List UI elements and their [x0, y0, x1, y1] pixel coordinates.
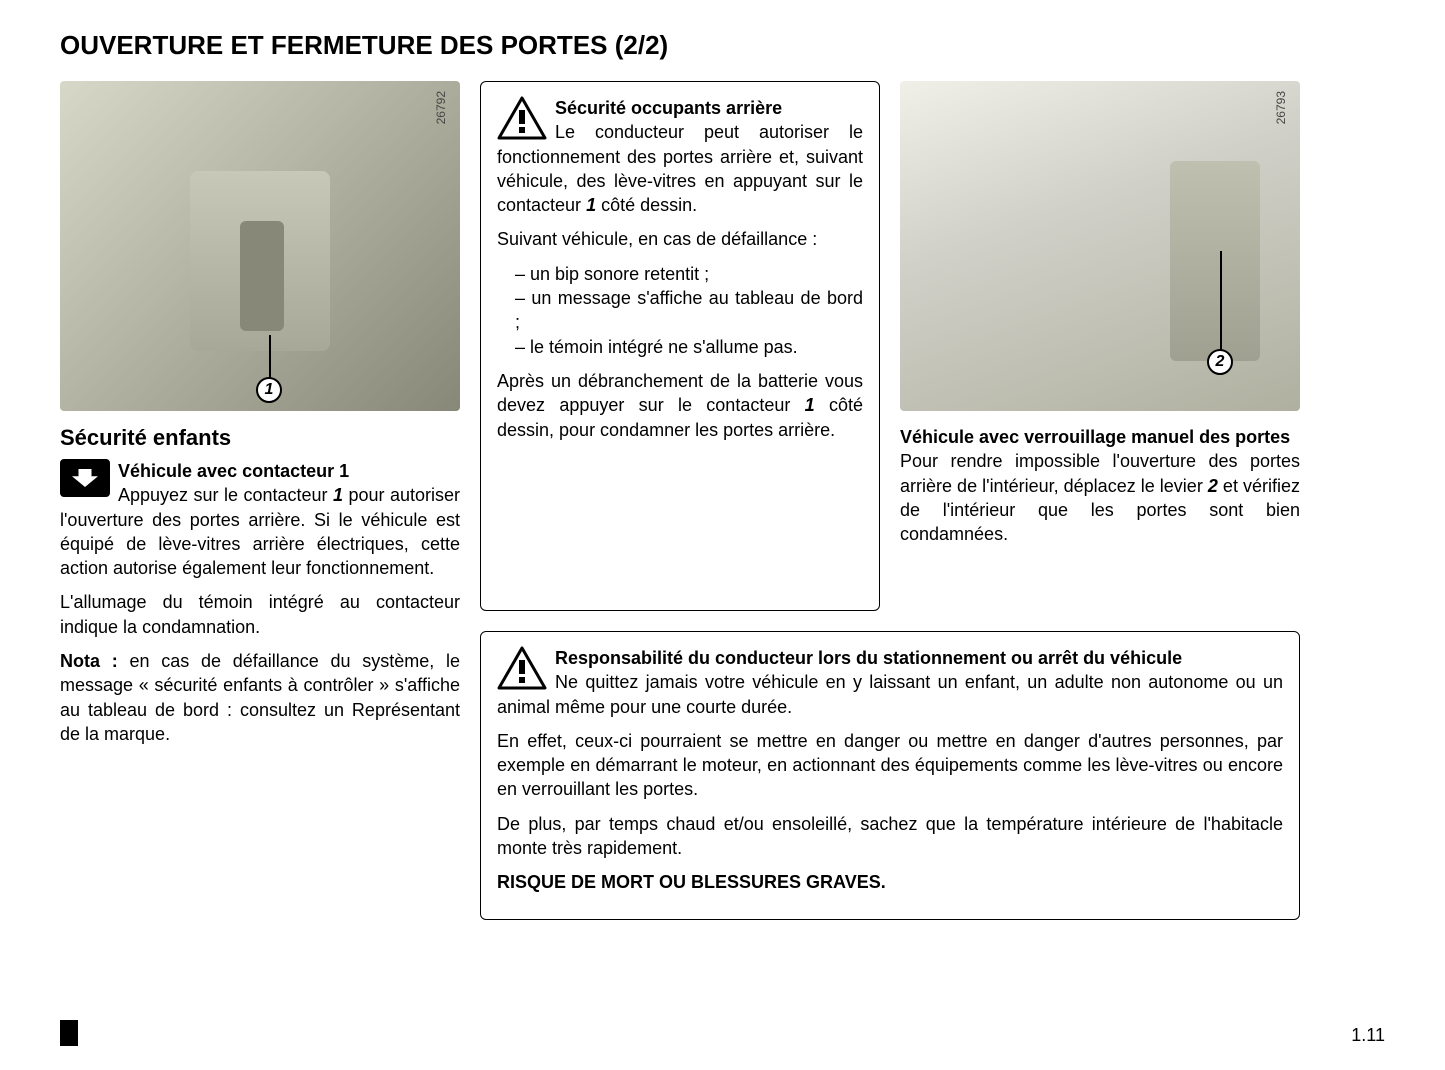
door-panel-shape — [190, 171, 330, 351]
window-switch-shape — [240, 221, 284, 331]
column-3: 26793 2 Véhicule avec verrouillage manue… — [900, 81, 1300, 611]
heading-securite-enfants: Sécurité enfants — [60, 425, 460, 451]
figure-id: 26792 — [434, 91, 448, 124]
box-occ-title: Sécurité occupants arrière — [555, 98, 782, 118]
col3-ref2: 2 — [1208, 476, 1218, 496]
box-securite-occupants: Sécurité occupants arrière Le conducteur… — [480, 81, 880, 611]
column-2: Sécurité occupants arrière Le conducteur… — [480, 81, 880, 611]
right-area: Sécurité occupants arrière Le conducteur… — [480, 81, 1300, 920]
box-occ-ref1: 1 — [586, 195, 596, 215]
box-occ-li2: un message s'affiche au tableau de bord … — [515, 286, 863, 335]
col1-ref1: 1 — [333, 485, 343, 505]
box-occ-p2: Suivant véhicule, en cas de défaillance … — [497, 227, 863, 251]
footer-tab — [60, 1020, 78, 1046]
box-resp-p1: Ne quittez jamais votre véhicule en y la… — [497, 672, 1283, 716]
box-responsabilite: Responsabilité du conducteur lors du sta… — [480, 631, 1300, 920]
box-resp-p2: En effet, ceux-ci pourraient se mettre e… — [497, 729, 1283, 802]
box-occ-li3: le témoin intégré ne s'allume pas. — [515, 335, 863, 359]
callout-1: 1 — [256, 377, 282, 403]
figure-door-panel: 26792 1 — [60, 81, 460, 411]
col1-p2: L'allumage du témoin intégré au contacte… — [60, 590, 460, 639]
col1-p1a: Appuyez sur le contacteur — [118, 485, 333, 505]
figure-door-latch: 26793 2 — [900, 81, 1300, 411]
col3-heading: Véhicule avec verrouillage manuel des po… — [900, 427, 1290, 447]
figure-id-2: 26793 — [1274, 91, 1288, 124]
callout-line-1 — [269, 335, 271, 379]
door-latch-shape — [1170, 161, 1260, 361]
callout-line-2 — [1220, 251, 1222, 351]
warning-icon — [497, 96, 547, 140]
box-resp-p3: De plus, par temps chaud et/ou ensoleill… — [497, 812, 1283, 861]
callout-2: 2 — [1207, 349, 1233, 375]
warning-icon — [497, 646, 547, 690]
box-occ-p1b: côté dessin. — [596, 195, 697, 215]
column-1: 26792 1 Sécurité enfants Véhicule avec c… — [60, 81, 460, 920]
box-occ-li1: un bip sonore retentit ; — [515, 262, 863, 286]
nota-label: Nota : — [60, 651, 129, 671]
box-occ-ref2: 1 — [805, 395, 815, 415]
sub-heading-vehicule: Véhicule avec contacteur 1 — [118, 461, 349, 481]
box-occ-list: un bip sonore retentit ; un message s'af… — [515, 262, 863, 359]
col1-body: Véhicule avec contacteur 1 Appuyez sur l… — [60, 459, 460, 756]
page-title: OUVERTURE ET FERMETURE DES PORTES (2/2) — [60, 30, 1385, 61]
col3-body: Véhicule avec verrouillage manuel des po… — [900, 425, 1300, 556]
page-number: 1.11 — [1351, 1025, 1385, 1046]
box-resp-risk: RISQUE DE MORT OU BLESSURES GRAVES. — [497, 870, 1283, 894]
box-resp-title: Responsabilité du conducteur lors du sta… — [555, 648, 1182, 668]
right-top-row: Sécurité occupants arrière Le conducteur… — [480, 81, 1300, 611]
main-content: 26792 1 Sécurité enfants Véhicule avec c… — [60, 81, 1385, 920]
child-lock-icon — [60, 459, 110, 497]
